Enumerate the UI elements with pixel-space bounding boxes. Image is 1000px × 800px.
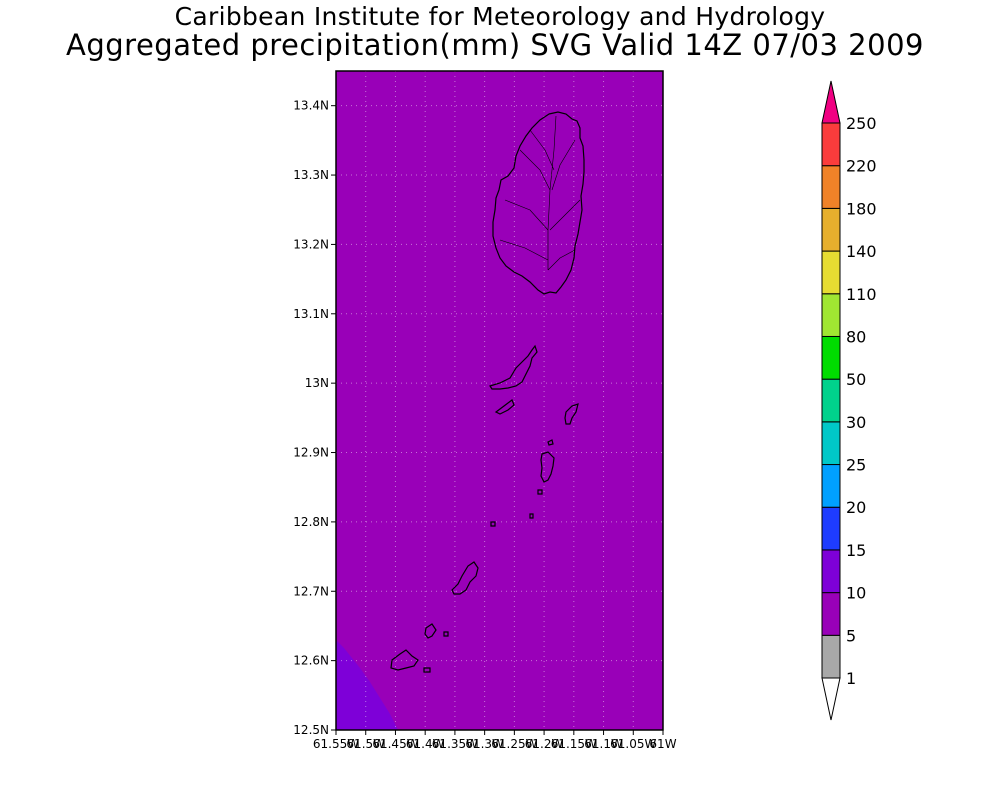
colorbar-box <box>821 634 841 679</box>
union-island <box>451 561 479 595</box>
map-frame <box>335 70 664 731</box>
colorbar-box <box>821 378 841 423</box>
latitude-axis: 12.5N 12.6N 12.7N 12.8N 12.9N 13N 13.1N 13.2N 13… <box>293 99 336 737</box>
title-line-1: Caribbean Institute for Meteorology and … <box>174 2 826 31</box>
map-background <box>336 71 663 730</box>
lat-tick-label: 13.3N <box>293 168 329 182</box>
colorbar-label: 110 <box>846 285 877 304</box>
colorbar-box <box>821 122 841 167</box>
colorbar-box <box>821 592 841 636</box>
lat-tick-label: 13.2N <box>293 237 329 251</box>
cay-5 <box>529 513 534 519</box>
petit-martinique-island <box>424 623 437 639</box>
lon-tick-label: 61.3W <box>465 737 504 751</box>
lat-tick-label: 13N <box>305 376 329 390</box>
colorbar-label: 140 <box>846 242 877 261</box>
cay-7 <box>423 667 431 673</box>
colorbar-high-extend <box>821 80 841 124</box>
lon-tick-label: 61.25W <box>491 737 537 751</box>
mustique-island <box>564 403 579 425</box>
lon-tick-label: 61.15W <box>551 737 597 751</box>
colorbar-box <box>821 293 841 337</box>
cay-2 <box>547 439 554 446</box>
lat-tick-label: 13.4N <box>293 99 329 113</box>
precip-region-10-15 <box>336 640 398 730</box>
lon-tick-label: 61.2W <box>525 737 564 751</box>
canouan-island <box>540 451 555 483</box>
colorbar-label: 20 <box>846 498 866 517</box>
st-vincent-drainage <box>499 115 581 271</box>
lon-tick-label: 61.05W <box>610 737 656 751</box>
colorbar-label: 250 <box>846 114 877 133</box>
lon-tick-label: 61W <box>649 737 676 751</box>
colorbar-label: 5 <box>846 626 856 645</box>
carriacou-island <box>390 649 419 671</box>
cay-3 <box>537 489 543 495</box>
lon-tick-label: 61.35W <box>432 737 478 751</box>
colorbar-box <box>821 464 841 508</box>
lon-tick-label: 61.4W <box>406 737 445 751</box>
colorbar-label: 10 <box>846 584 866 603</box>
lat-tick-label: 12.6N <box>293 654 329 668</box>
colorbar-box <box>821 165 841 209</box>
colorbar-label: 80 <box>846 327 866 346</box>
colorbar-box <box>821 250 841 295</box>
colorbar-box <box>821 207 841 252</box>
st-vincent-island <box>492 111 585 295</box>
title-line-2: Aggregated precipitation(mm) SVG Valid 1… <box>66 28 924 62</box>
lon-tick-label: 61.1W <box>584 737 623 751</box>
colorbar-box <box>821 421 841 466</box>
colorbar-label: 25 <box>846 456 866 475</box>
island-outlines <box>390 111 585 673</box>
colorbar-box <box>821 335 841 380</box>
colorbar-label: 1 <box>846 669 856 688</box>
colorbar-box <box>821 549 841 594</box>
colorbar-label: 180 <box>846 199 877 218</box>
colorbar-low-extend <box>821 677 841 721</box>
lon-tick-label: 61.45W <box>372 737 418 751</box>
colorbar-label: 220 <box>846 157 877 176</box>
lat-tick-label: 12.8N <box>293 515 329 529</box>
colorbar-label: 15 <box>846 541 866 560</box>
cay-1 <box>494 399 515 415</box>
longitude-axis: 61.55W61.5W61.45W61.4W61.35W61.3W61.25W6… <box>313 730 677 751</box>
colorbar-label: 30 <box>846 413 866 432</box>
lat-tick-label: 12.9N <box>293 446 329 460</box>
lon-tick-label: 61.55W <box>313 737 359 751</box>
bequia-island <box>489 344 538 390</box>
lat-tick-label: 12.7N <box>293 584 329 598</box>
lon-tick-label: 61.5W <box>346 737 385 751</box>
cay-6 <box>443 631 449 637</box>
colorbar-box <box>821 506 841 551</box>
cay-4 <box>490 521 496 527</box>
lat-tick-label: 13.1N <box>293 307 329 321</box>
lat-tick-label: 12.5N <box>293 723 329 737</box>
colorbar-label: 50 <box>846 370 866 389</box>
